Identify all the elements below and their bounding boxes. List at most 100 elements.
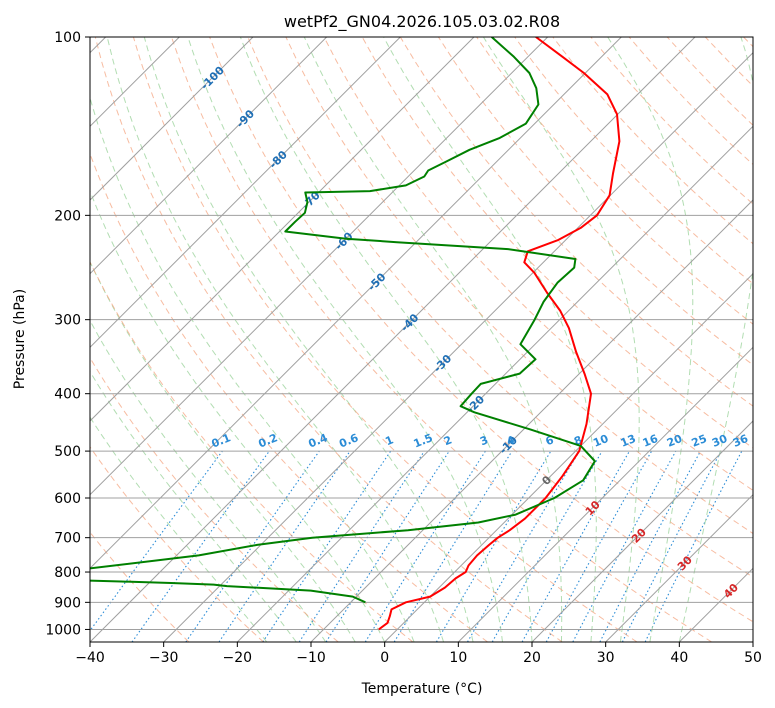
moist-adiabat-line [383, 37, 597, 642]
x-axis-ticks: −40 −30 −20 −10 0 10 20 30 40 50 [75, 642, 762, 666]
moist-adiabat-line [482, 37, 640, 642]
isotherms [90, 37, 753, 642]
dry-adiabat-line [90, 356, 339, 642]
mixing-ratio-label: 2 [442, 433, 454, 448]
moist-adiabat-line [90, 319, 327, 642]
dry-adiabat-line [171, 37, 712, 642]
pressure-gridlines [90, 37, 753, 630]
x-tick-label: −10 [296, 650, 326, 666]
y-axis-label: Pressure (hPa) [12, 289, 28, 389]
x-tick-label: 40 [670, 650, 688, 666]
mixing-ratio-line [572, 450, 677, 642]
isotherm-line [163, 51, 753, 642]
dry-adiabat-line [476, 37, 753, 325]
mixing-ratio-label: 25 [690, 432, 709, 450]
moist-adiabat-line [90, 260, 356, 642]
mixing-ratio-label: 20 [665, 432, 684, 450]
isotherm-label: -90 [234, 107, 257, 130]
mixing-ratio-line [131, 450, 270, 642]
isotherm-line [531, 420, 753, 642]
mixing-ratio-label: 13 [619, 432, 638, 450]
mixing-ratio-line [262, 450, 392, 642]
moist-adiabats [90, 37, 753, 642]
mixing-ratio-line [325, 450, 450, 642]
moist-adiabat-line [239, 37, 533, 642]
isotherm-line [457, 346, 753, 642]
dry-adiabat-line [704, 37, 753, 87]
mixing-ratio-lines [90, 450, 743, 642]
moist-adiabat-line [90, 96, 415, 642]
mixing-ratio-line [644, 450, 743, 642]
x-tick-label: 20 [523, 650, 541, 666]
moist-adiabat-line [678, 37, 753, 642]
isotherm-line [90, 37, 475, 422]
y-tick-label: 400 [54, 387, 81, 403]
moist-adiabat-line [106, 37, 445, 642]
dry-adiabat-line [90, 446, 264, 642]
dry-adiabat-line [209, 37, 753, 623]
dewpoint-profile-line [90, 37, 596, 604]
dry-adiabats [90, 37, 753, 642]
moist-adiabat-line [90, 370, 297, 642]
mixing-ratio-line [393, 450, 513, 642]
chart-title: wetPf2_GN04.2026.105.03.02.R08 [284, 12, 560, 32]
mixing-ratio-line [298, 450, 425, 642]
x-tick-label: 50 [744, 650, 762, 666]
mixing-ratio-line [545, 450, 653, 642]
dry-adiabat-line [90, 260, 414, 642]
dry-adiabat-line [285, 37, 753, 535]
plot-frame [89, 36, 754, 643]
y-tick-label: 900 [54, 595, 81, 611]
plot-area: -100-90-80-70-60-50-40-30-20-10010203040… [90, 37, 753, 642]
y-tick-label: 300 [54, 313, 81, 329]
moist-adiabat-line [187, 37, 503, 642]
dry-adiabat-line [247, 37, 753, 578]
x-tick-label: 30 [597, 650, 615, 666]
y-tick-label: 600 [54, 491, 81, 507]
y-tick-label: 100 [54, 30, 81, 46]
dry-adiabat-line [94, 37, 563, 642]
y-tick-label: 500 [54, 444, 81, 460]
sounding-series [90, 37, 621, 631]
y-axis-ticks: 100 200 300 400 500 600 700 800 900 1000 [45, 30, 90, 638]
isotherm-line [236, 125, 753, 642]
y-tick-label: 800 [54, 565, 81, 581]
x-tick-label: 10 [449, 650, 467, 666]
mixing-ratio-label: 10 [591, 432, 610, 450]
isotherm-line [605, 493, 753, 642]
moist-adiabat-line [90, 189, 386, 642]
isotherm-line [752, 641, 753, 642]
moist-adiabat-line [607, 37, 694, 642]
x-axis-label: Temperature (°C) [361, 681, 483, 697]
y-tick-label: 700 [54, 531, 81, 547]
mixing-ratio-label: 30 [710, 432, 729, 450]
dry-adiabat-line [552, 37, 753, 245]
x-tick-label: 0 [380, 650, 389, 666]
mixing-ratio-line [521, 450, 630, 642]
y-tick-label: 1000 [45, 622, 81, 638]
x-tick-label: −30 [149, 650, 179, 666]
dry-adiabat-line [514, 37, 753, 285]
isotherm-label: -100 [198, 64, 227, 93]
mixing-ratio-label: 0.4 [306, 431, 329, 450]
x-tick-label: −40 [75, 650, 105, 666]
mixing-ratio-line [218, 450, 351, 642]
isotherm-line [90, 37, 696, 642]
moist-adiabat-line [143, 37, 474, 642]
mixing-ratio-label: 16 [641, 432, 660, 450]
dry-adiabat-line [323, 37, 753, 491]
dry-adiabat-line [90, 152, 488, 642]
mixing-ratio-label: 0.6 [337, 431, 360, 450]
isotherm-line [384, 272, 753, 642]
mixing-ratio-line [185, 450, 320, 642]
x-tick-label: −20 [223, 650, 253, 666]
isotherm-line [90, 37, 622, 570]
dry-adiabat-line [90, 531, 190, 642]
mixing-ratio-label: 8 [572, 433, 584, 448]
dry-adiabat-line [132, 37, 638, 642]
mixing-ratio-line [467, 450, 580, 642]
moist-adiabat-line [90, 416, 268, 642]
isotherm-line [90, 37, 401, 349]
